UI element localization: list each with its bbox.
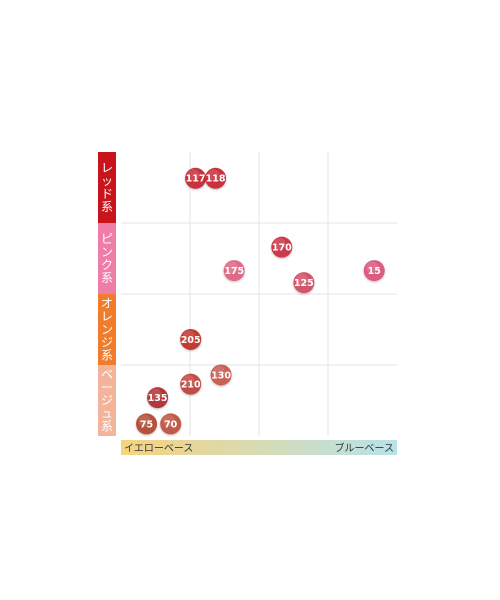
category-band: ピンク系 [98,223,116,294]
data-point-label: 118 [206,174,226,185]
data-point-label: 205 [181,335,201,346]
category-band-label: ピンク系 [101,232,113,285]
category-band-label: ベージュ系 [101,368,113,434]
data-point: 135 [147,387,169,409]
data-point-circle [180,328,202,350]
data-point: 205 [180,328,202,350]
data-point-label: 210 [181,380,201,391]
data-point-highlight [149,388,162,401]
category-band-label: レッド系 [101,161,113,214]
data-point-label: 70 [164,419,178,430]
data-point-label: 117 [186,174,206,185]
data-point-label: 125 [294,278,314,289]
data-point-circle [180,373,202,395]
data-point: 170 [271,236,293,258]
data-point: 75 [136,413,158,435]
category-band: オレンジ系 [98,294,116,365]
data-point-highlight [207,169,220,182]
data-point: 210 [180,373,202,395]
data-point: 118 [205,167,227,189]
category-band-label: オレンジ系 [101,297,113,363]
x-axis-right-label: ブルーベース [335,442,395,455]
category-band: レッド系 [98,152,116,223]
data-point-highlight [187,169,200,182]
data-point-circle [210,364,232,386]
data-point-label: 175 [224,266,244,277]
data-point-highlight [162,414,175,427]
data-point-circle [136,413,158,435]
data-point-circle [363,260,385,282]
data-point-circle [271,236,293,258]
data-point: 70 [160,413,182,435]
data-point-circle [147,387,169,409]
x-axis-bar: イエローベース ブルーベース [121,440,397,455]
data-point: 175 [223,260,245,282]
data-point: 130 [210,364,232,386]
data-point-label: 130 [211,370,231,381]
data-point-circle [185,167,207,189]
data-point-circle [205,167,227,189]
data-point-label: 135 [148,393,168,404]
data-point-highlight [182,330,195,343]
data-point: 125 [293,272,315,294]
category-band-fill [98,223,116,294]
x-axis-gradient [121,440,397,455]
data-point-highlight [213,365,226,378]
data-points: 117 118 170 175 125 15 205 130 210 135 75 70 [136,167,385,435]
data-point-label: 15 [368,266,381,277]
x-axis-left-label: イエローベース [124,443,193,455]
data-point-highlight [138,414,151,427]
data-point-label: 75 [140,419,153,430]
data-point-highlight [226,261,239,274]
data-point-highlight [295,273,308,286]
data-point-highlight [366,261,379,274]
data-point-label: 170 [272,243,292,254]
data-point-highlight [182,375,195,388]
data-point: 15 [363,260,385,282]
data-point-circle [293,272,315,294]
category-band-fill [98,365,116,436]
data-point-highlight [273,238,286,251]
data-point-circle [160,413,182,435]
category-band-fill [98,294,116,365]
data-point: 117 [185,167,207,189]
category-band-fill [98,152,116,223]
data-point-circle [223,260,245,282]
category-band: ベージュ系 [98,365,116,436]
